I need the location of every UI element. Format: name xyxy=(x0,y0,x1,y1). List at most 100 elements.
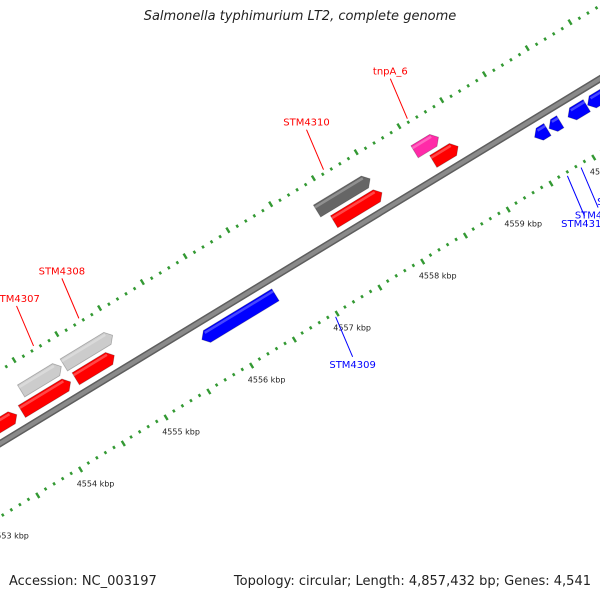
forward-strand-tick xyxy=(72,323,77,327)
forward-gene-arrow xyxy=(16,363,62,398)
gene-arrow-sheen xyxy=(314,177,364,209)
gene-arrow-sheen xyxy=(0,413,11,422)
reverse-strand-tick xyxy=(249,362,255,369)
scale-label: 4558 kbp xyxy=(419,271,457,280)
forward-strand-tick xyxy=(286,193,291,197)
forward-gene-arrow xyxy=(312,175,371,218)
forward-strand-tick xyxy=(567,18,573,26)
reverse-strand-tick xyxy=(137,429,142,434)
forward-strand-tick xyxy=(90,312,94,317)
forward-strand-tick xyxy=(30,349,34,353)
reverse-strand-tick xyxy=(163,414,169,421)
forward-strand-tick xyxy=(235,224,240,229)
forward-strand-tick xyxy=(551,31,556,36)
forward-strand-tick xyxy=(47,338,51,343)
forward-strand-tick xyxy=(586,11,590,15)
reverse-strand-tick xyxy=(26,497,31,502)
reverse-strand-tick xyxy=(377,284,383,291)
forward-strand-tick xyxy=(124,291,128,296)
reverse-strand-tick xyxy=(52,481,56,486)
gene-label: STM4312 xyxy=(561,219,600,230)
reverse-strand-tick xyxy=(505,206,511,213)
reverse-gene-arrow xyxy=(534,122,552,141)
reverse-strand-tick xyxy=(479,221,484,226)
forward-strand-tick xyxy=(54,330,60,338)
forward-strand-tick xyxy=(243,219,248,223)
gene-arrow-sheen xyxy=(72,353,108,377)
forward-strand-tick xyxy=(81,317,86,322)
forward-gene-arrow xyxy=(17,378,72,419)
map-title: Salmonella typhimurium LT2, complete gen… xyxy=(143,9,457,24)
forward-strand-tick xyxy=(439,96,445,104)
gene-label-callout xyxy=(335,316,354,357)
forward-strand-tick xyxy=(149,276,154,281)
scale-label: 4556 kbp xyxy=(248,375,286,384)
reverse-gene-arrow xyxy=(567,99,591,121)
forward-strand-tick xyxy=(432,104,436,109)
forward-strand-tick xyxy=(158,271,163,275)
reverse-strand-tick xyxy=(77,466,84,473)
forward-strand-tick xyxy=(372,141,376,145)
reverse-strand-tick xyxy=(60,476,65,481)
forward-strand-tick xyxy=(338,161,342,166)
reverse-strand-tick xyxy=(9,507,14,512)
genome-stats-label: Topology: circular; Length: 4,857,432 bp… xyxy=(233,574,591,589)
gene-arrow-sheen xyxy=(551,117,559,123)
gene-label-callout xyxy=(389,78,408,119)
forward-strand-tick xyxy=(466,83,470,88)
reverse-strand-tick xyxy=(445,242,450,247)
forward-strand-tick xyxy=(577,16,582,21)
forward-strand-tick xyxy=(534,42,539,47)
reverse-strand-tick xyxy=(300,331,304,335)
reverse-strand-tick xyxy=(69,471,74,476)
gene-label-callout xyxy=(580,167,599,208)
forward-gene-arrow xyxy=(71,352,115,386)
scale-label: 4560 kbp xyxy=(590,167,600,176)
forward-strand-tick xyxy=(310,174,317,182)
forward-strand-tick xyxy=(192,250,197,255)
gene-label: STM4313 xyxy=(575,211,600,222)
gene-label: STM4308 xyxy=(39,266,86,277)
gene-label-callout xyxy=(306,129,324,170)
reverse-strand-tick xyxy=(420,258,426,265)
reverse-strand-tick xyxy=(454,237,458,242)
reverse-strand-tick xyxy=(462,232,469,239)
forward-strand-tick xyxy=(166,265,171,270)
reverse-strand-tick xyxy=(591,154,597,161)
gene-arrow-sheen xyxy=(411,135,432,150)
reverse-strand-tick xyxy=(197,393,202,398)
forward-strand-tick xyxy=(320,172,325,177)
forward-strand-tick xyxy=(107,302,111,307)
reverse-strand-tick xyxy=(317,320,322,325)
forward-strand-tick xyxy=(295,187,299,192)
reverse-strand-tick xyxy=(172,409,176,413)
forward-strand-tick xyxy=(396,122,402,130)
forward-strand-tick xyxy=(278,198,282,203)
reverse-strand-tick xyxy=(283,341,287,346)
gene-arrow-sheen xyxy=(204,290,274,334)
reverse-strand-tick xyxy=(574,164,578,169)
forward-gene-arrow xyxy=(410,133,439,159)
reverse-strand-tick xyxy=(274,346,279,351)
reverse-strand-tick xyxy=(146,424,150,429)
forward-strand-tick xyxy=(406,120,411,125)
forward-strand-tick xyxy=(209,239,214,244)
gene-arrow-sheen xyxy=(19,380,64,409)
reverse-strand-tick xyxy=(556,175,561,179)
forward-gene-arrow xyxy=(429,143,459,168)
reverse-strand-tick xyxy=(428,253,433,257)
forward-strand-tick xyxy=(474,78,479,83)
forward-gene-arrow xyxy=(0,411,18,434)
reverse-strand-tick xyxy=(326,315,330,320)
forward-strand-tick xyxy=(492,68,496,73)
reverse-gene-arrow xyxy=(201,288,280,343)
gene-arrow-sheen xyxy=(331,191,376,220)
forward-strand-tick xyxy=(500,63,505,67)
gene-label-callout xyxy=(566,175,585,217)
gene-arrow-sheen xyxy=(570,100,586,112)
reverse-strand-tick xyxy=(548,180,554,187)
forward-strand-tick xyxy=(64,328,68,333)
reverse-strand-tick xyxy=(43,487,48,491)
